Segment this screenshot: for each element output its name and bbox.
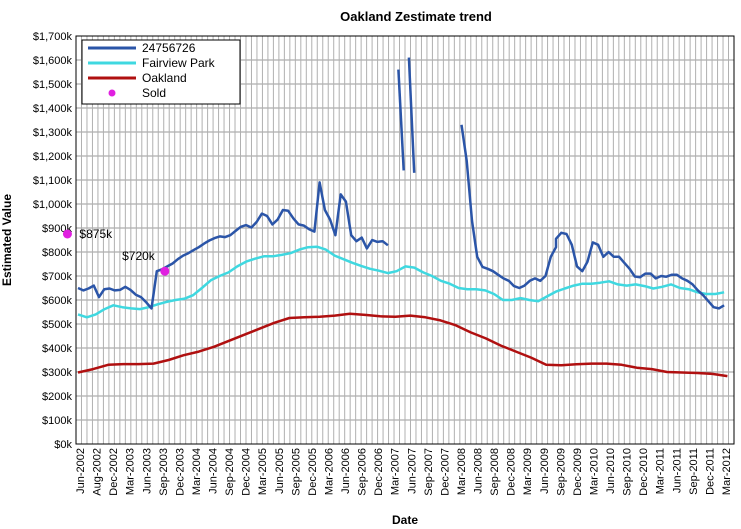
x-tick-label: Dec-2004 bbox=[241, 448, 253, 496]
series-line-oakland-0 bbox=[77, 312, 728, 378]
x-tick-label: Mar-2003 bbox=[125, 448, 137, 495]
x-tick-label: Mar-2007 bbox=[390, 448, 402, 495]
x-tick-label: Sep-2007 bbox=[423, 448, 435, 496]
y-tick-label: $1,200k bbox=[33, 151, 73, 163]
x-tick-label: Mar-2006 bbox=[323, 448, 335, 495]
y-tick-label: $500k bbox=[42, 319, 72, 331]
x-tick-label: Jun-2008 bbox=[473, 448, 485, 494]
x-tick-label: Jun-2011 bbox=[671, 448, 683, 493]
sold-point bbox=[160, 266, 170, 276]
x-tick-label: Mar-2011 bbox=[655, 448, 667, 494]
series-line-24756726-0 bbox=[77, 181, 389, 310]
series-line-24756726-1 bbox=[397, 69, 405, 171]
series-line-fairview-park-0 bbox=[77, 245, 725, 319]
y-tick-label: $1,000k bbox=[33, 199, 73, 211]
x-tick-label: Jun-2002 bbox=[75, 448, 87, 494]
series-layer bbox=[77, 57, 728, 378]
y-tick-label: $1,500k bbox=[33, 79, 73, 91]
legend-swatch-sold bbox=[108, 89, 116, 97]
x-tick-label: Mar-2012 bbox=[721, 448, 733, 495]
y-tick-label: $400k bbox=[42, 343, 72, 355]
sold-markers: $720k $875k bbox=[62, 227, 170, 276]
y-tick-label: $700k bbox=[42, 271, 72, 283]
legend-label-sold: Sold bbox=[142, 86, 166, 100]
x-tick-label: Sep-2011 bbox=[688, 448, 700, 495]
series-line-24756726-2 bbox=[407, 57, 416, 173]
x-tick-label: Jun-2007 bbox=[406, 448, 418, 494]
x-tick-label: Jun-2004 bbox=[208, 448, 220, 494]
y-axis: $0k $100k $200k $300k $400k $500k $600k $700k $8… bbox=[33, 31, 73, 451]
x-tick-label: Sep-2005 bbox=[290, 448, 302, 496]
x-tick-label: Sep-2006 bbox=[357, 448, 369, 496]
x-tick-label: Jun-2005 bbox=[274, 448, 286, 494]
x-tick-label: Dec-2007 bbox=[439, 448, 451, 496]
grid bbox=[75, 35, 735, 445]
x-tick-label: Aug-2002 bbox=[92, 448, 104, 496]
y-tick-label: $300k bbox=[42, 367, 72, 379]
y-tick-label: $200k bbox=[42, 391, 72, 403]
x-tick-label: Mar-2009 bbox=[522, 448, 534, 495]
legend-label-fairview-park: Fairview Park bbox=[142, 56, 216, 70]
x-tick-label: Mar-2005 bbox=[257, 448, 269, 495]
sold-label: $720k bbox=[122, 249, 156, 263]
x-tick-label: Dec-2008 bbox=[506, 448, 518, 496]
x-tick-label: Dec-2010 bbox=[638, 448, 650, 496]
y-tick-label: $800k bbox=[42, 247, 72, 259]
x-tick-label: Dec-2002 bbox=[108, 448, 120, 496]
plot-frame bbox=[75, 35, 735, 445]
x-tick-label: Jun-2009 bbox=[539, 448, 551, 494]
x-tick-label: Sep-2009 bbox=[555, 448, 567, 496]
y-tick-label: $1,400k bbox=[33, 103, 73, 115]
sold-point bbox=[62, 229, 72, 239]
x-tick-label: Dec-2003 bbox=[174, 448, 186, 496]
y-tick-label: $1,600k bbox=[33, 55, 73, 67]
x-tick-label: Sep-2003 bbox=[158, 448, 170, 496]
x-axis: Jun-2002 Aug-2002 Dec-2002 Mar-2003 Jun-2003… bbox=[75, 448, 733, 496]
x-tick-label: Jun-2010 bbox=[605, 448, 617, 494]
x-tick-label: Dec-2006 bbox=[373, 448, 385, 496]
x-tick-label: Mar-2008 bbox=[456, 448, 468, 495]
y-tick-label: $1,700k bbox=[33, 31, 73, 43]
y-axis-title: Estimated Value bbox=[0, 194, 14, 286]
legend-label-24756726: 24756726 bbox=[142, 41, 196, 55]
x-tick-label: Mar-2010 bbox=[588, 448, 600, 495]
y-tick-label: $1,300k bbox=[33, 127, 73, 139]
x-tick-label: Dec-2011 bbox=[704, 448, 716, 495]
legend-label-oakland: Oakland bbox=[142, 71, 187, 85]
y-tick-label: $1,100k bbox=[33, 175, 73, 187]
y-tick-label: $100k bbox=[42, 415, 72, 427]
x-tick-label: Dec-2009 bbox=[572, 448, 584, 496]
x-tick-label: Sep-2008 bbox=[489, 448, 501, 496]
x-tick-label: Jun-2006 bbox=[340, 448, 352, 494]
chart-title: Oakland Zestimate trend bbox=[340, 9, 492, 24]
x-tick-label: Mar-2004 bbox=[191, 448, 203, 495]
y-tick-label: $0k bbox=[54, 439, 72, 451]
legend: 24756726 Fairview Park Oakland Sold bbox=[81, 39, 241, 105]
y-tick-label: $600k bbox=[42, 295, 72, 307]
x-tick-label: Sep-2010 bbox=[622, 448, 634, 496]
sold-label: $875k bbox=[79, 227, 113, 241]
x-tick-label: Jun-2003 bbox=[141, 448, 153, 494]
legend-box bbox=[81, 39, 241, 105]
x-tick-label: Sep-2004 bbox=[224, 448, 236, 496]
series-line-24756726-3 bbox=[460, 124, 725, 310]
x-tick-label: Dec-2005 bbox=[307, 448, 319, 496]
x-axis-title: Date bbox=[392, 513, 418, 527]
